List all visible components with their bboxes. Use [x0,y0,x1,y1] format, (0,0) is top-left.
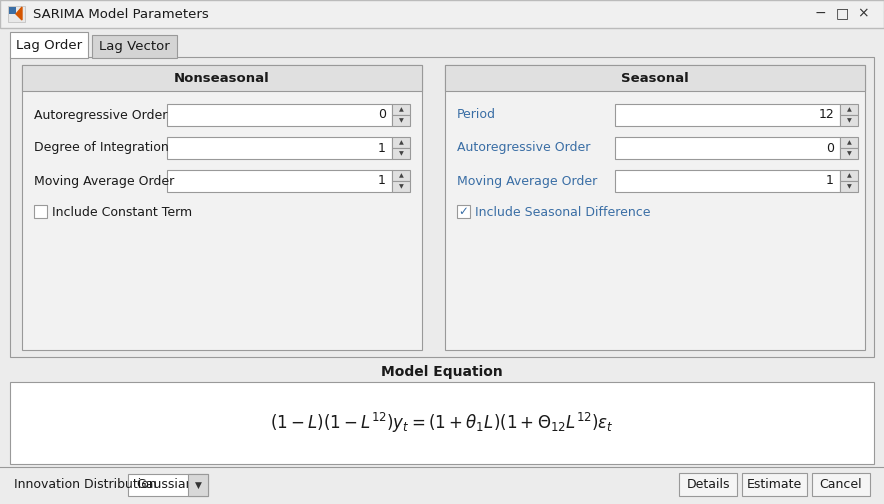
Text: Include Seasonal Difference: Include Seasonal Difference [475,206,651,219]
Bar [22,65,422,350]
Bar [34,205,47,218]
Bar [167,104,392,126]
Bar [167,137,392,159]
Text: Estimate: Estimate [747,478,802,491]
Bar [840,115,858,126]
Text: ▲: ▲ [847,173,851,178]
Bar [615,104,840,126]
Bar [22,65,422,91]
Bar [445,65,865,350]
Bar [10,32,88,58]
Bar [0,28,884,58]
Text: Lag Vector: Lag Vector [99,40,170,53]
Bar [840,148,858,159]
Bar [445,65,865,91]
Text: 1: 1 [827,174,834,187]
Text: Details: Details [686,478,730,491]
Bar [92,35,177,58]
Bar [10,57,874,357]
Bar [392,115,410,126]
Bar [840,181,858,192]
Text: ▲: ▲ [847,140,851,145]
Bar [840,104,858,115]
Text: SARIMA Model Parameters: SARIMA Model Parameters [33,8,209,21]
Text: 1: 1 [378,174,386,187]
Bar [167,170,392,192]
Bar [457,205,470,218]
Text: ▲: ▲ [847,107,851,112]
Text: ▲: ▲ [399,173,403,178]
Bar [8,6,25,22]
Text: Moving Average Order: Moving Average Order [34,174,174,187]
Text: 0: 0 [826,142,834,155]
Text: Autoregressive Order: Autoregressive Order [457,142,591,155]
Text: $(1-L)(1-L^{12})y_t = (1+\theta_1 L)(1+\Theta_{12}L^{12})\varepsilon_t$: $(1-L)(1-L^{12})y_t = (1+\theta_1 L)(1+\… [271,411,613,435]
Text: ▼: ▼ [847,151,851,156]
Text: −: − [814,6,826,20]
Text: 0: 0 [378,108,386,121]
Text: Seasonal: Seasonal [621,72,689,85]
Bar [615,170,840,192]
Text: Period: Period [457,108,496,121]
Text: ▼: ▼ [399,184,403,189]
Bar [392,137,410,148]
Text: Degree of Integration: Degree of Integration [34,142,169,155]
Bar [188,474,208,496]
Text: Autoregressive Order: Autoregressive Order [34,108,167,121]
Text: ▼: ▼ [399,151,403,156]
Bar [0,0,884,28]
Text: Nonseasonal: Nonseasonal [174,72,270,85]
Text: ▼: ▼ [847,184,851,189]
Bar [840,137,858,148]
Text: Cancel: Cancel [819,478,862,491]
Text: Gaussian: Gaussian [136,478,194,491]
Polygon shape [16,7,22,20]
Bar [679,473,737,496]
Text: ▼: ▼ [194,480,202,489]
Bar [9,7,16,14]
Text: Model Equation: Model Equation [381,365,503,379]
Bar [742,473,807,496]
Text: ▲: ▲ [399,140,403,145]
Text: ▼: ▼ [399,118,403,123]
Bar [392,181,410,192]
Text: Innovation Distribution: Innovation Distribution [14,478,156,491]
Text: 1: 1 [378,142,386,155]
Text: 12: 12 [819,108,834,121]
Text: ✓: ✓ [459,206,469,219]
Text: □: □ [835,6,849,20]
Bar [840,170,858,181]
Bar [392,104,410,115]
Text: ▼: ▼ [847,118,851,123]
Text: ×: × [857,6,869,20]
Text: Lag Order: Lag Order [16,38,82,51]
Bar [615,137,840,159]
Bar [392,170,410,181]
Bar [0,467,884,504]
Bar [812,473,870,496]
Bar [128,474,208,496]
Bar [10,382,874,464]
Text: ▲: ▲ [399,107,403,112]
Bar [392,148,410,159]
Text: Include Constant Term: Include Constant Term [52,206,192,219]
Text: Moving Average Order: Moving Average Order [457,174,598,187]
